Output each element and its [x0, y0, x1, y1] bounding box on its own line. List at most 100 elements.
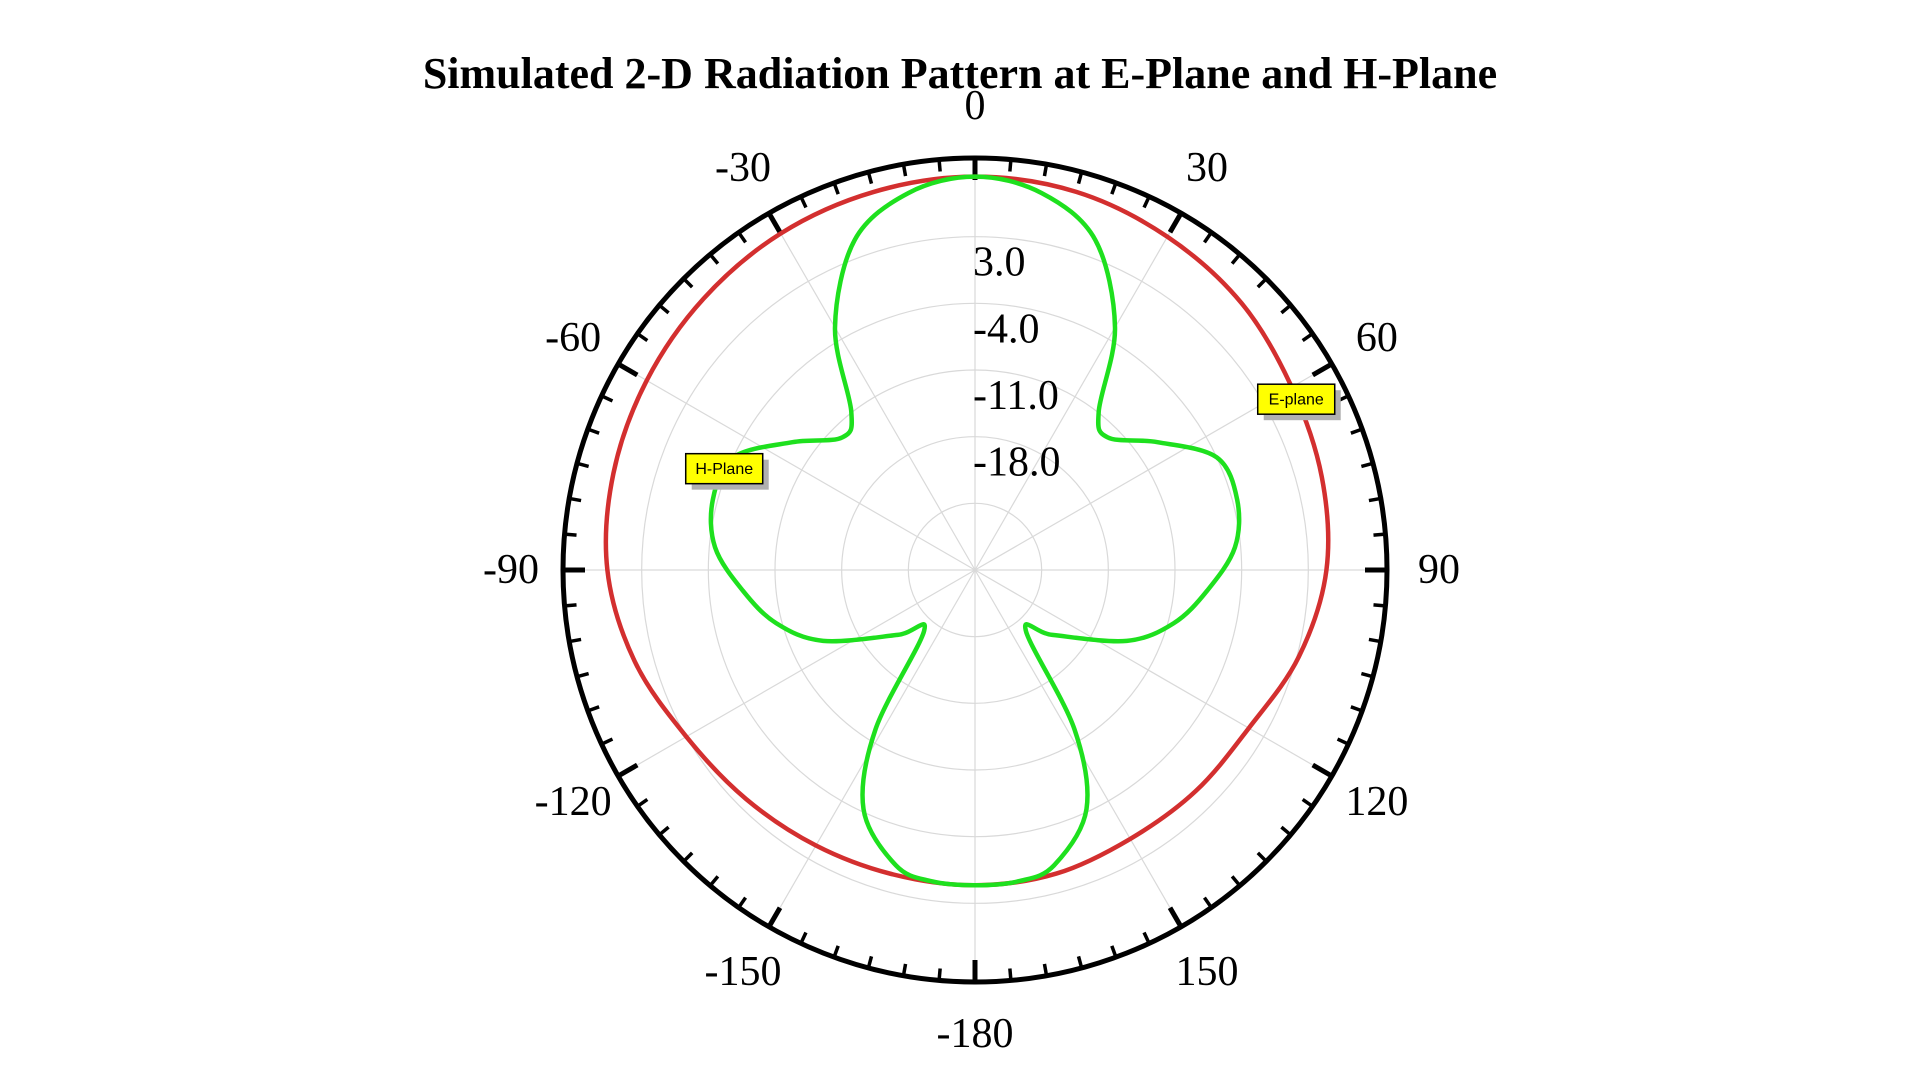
minor-tick — [1301, 797, 1314, 808]
tag-label: E-plane — [1269, 392, 1324, 409]
minor-tick — [1368, 496, 1382, 503]
series-line-e-plane — [603, 174, 1331, 888]
radial-tick-label: 3.0 — [973, 240, 1026, 286]
major-tick — [1311, 361, 1334, 378]
radial-tick-label: -11.0 — [973, 373, 1059, 419]
angle-label: 120 — [1345, 779, 1408, 825]
angle-label: 30 — [1186, 145, 1228, 191]
minor-tick — [1230, 875, 1242, 887]
minor-tick — [1350, 427, 1363, 435]
annotations: E-plane H-Plane — [684, 383, 1341, 490]
minor-tick — [576, 671, 590, 679]
minor-tick — [937, 159, 942, 172]
minor-tick — [568, 496, 582, 503]
minor-tick — [832, 182, 840, 195]
minor-tick — [1202, 231, 1213, 244]
minor-tick — [1142, 195, 1151, 209]
minor-tick — [799, 931, 808, 945]
minor-tick — [1230, 253, 1242, 265]
minor-tick — [1373, 603, 1386, 608]
minor-tick — [600, 394, 614, 403]
angle-label: 0 — [965, 83, 986, 129]
angle-label: 90 — [1418, 547, 1460, 593]
minor-tick — [587, 427, 600, 435]
series-tag: E-plane — [1256, 383, 1341, 421]
minor-tick — [1256, 277, 1268, 289]
grid-spoke — [974, 212, 1182, 571]
minor-tick — [866, 171, 874, 185]
chart-title: Simulated 2-D Radiation Pattern at E-Pla… — [422, 49, 1498, 98]
minor-tick — [1360, 671, 1374, 679]
angle-label: -30 — [715, 145, 771, 191]
minor-tick — [832, 945, 840, 958]
minor-tick — [799, 195, 808, 209]
major-tick — [1311, 762, 1334, 779]
grid-spoke — [617, 569, 976, 777]
minor-tick — [1360, 461, 1374, 469]
series-line-h-plane — [708, 174, 1242, 888]
angle-label: -180 — [937, 1011, 1014, 1057]
tag-box — [684, 452, 764, 485]
minor-tick — [937, 968, 942, 981]
minor-tick — [1280, 303, 1292, 315]
minor-tick — [1110, 182, 1118, 195]
minor-tick — [1301, 332, 1314, 343]
minor-tick — [568, 637, 582, 644]
minor-tick — [1008, 968, 1013, 981]
minor-tick — [587, 705, 600, 713]
minor-tick — [600, 737, 614, 746]
minor-tick — [1256, 851, 1268, 863]
minor-tick — [1042, 963, 1049, 977]
radial-tick-label: -4.0 — [973, 306, 1040, 352]
series-tag: H-Plane — [684, 452, 769, 490]
axis-labels: 0 30 60 90 120 150 -180 -150 -120 -90 -60 -30 -18.0 -… — [483, 83, 1460, 1057]
angle-label: 60 — [1356, 315, 1398, 361]
minor-tick — [658, 303, 670, 315]
minor-tick — [901, 963, 908, 977]
minor-tick — [1142, 931, 1151, 945]
grid-spoke — [617, 363, 976, 571]
grid-spoke — [974, 569, 1333, 777]
minor-tick — [901, 163, 908, 177]
minor-tick — [1110, 945, 1118, 958]
minor-tick — [636, 332, 649, 343]
minor-tick — [564, 603, 577, 608]
minor-tick — [1350, 705, 1363, 713]
major-tick — [616, 361, 639, 378]
major-tick — [766, 906, 783, 929]
tag-box — [1256, 383, 1336, 415]
minor-tick — [1008, 159, 1013, 172]
angle-label: -150 — [705, 949, 782, 995]
minor-tick — [708, 875, 720, 887]
angle-label: -120 — [535, 779, 612, 825]
minor-tick — [682, 851, 694, 863]
minor-tick — [1076, 171, 1084, 185]
minor-tick — [737, 231, 748, 244]
major-tick — [1167, 906, 1184, 929]
major-tick — [1167, 211, 1184, 234]
major-tick — [616, 762, 639, 779]
radial-tick-label: -18.0 — [973, 440, 1061, 486]
grid-spoke — [974, 569, 1182, 928]
minor-tick — [1202, 896, 1213, 909]
minor-tick — [1368, 637, 1382, 644]
minor-tick — [737, 896, 748, 909]
angle-label: 150 — [1176, 949, 1239, 995]
grid-spoke — [768, 212, 976, 571]
minor-tick — [564, 532, 577, 537]
tag-label: H-Plane — [695, 461, 753, 478]
angle-label: -90 — [483, 547, 539, 593]
minor-tick — [708, 253, 720, 265]
series-lines — [603, 174, 1331, 888]
minor-tick — [658, 825, 670, 837]
minor-tick — [866, 955, 874, 969]
minor-tick — [682, 277, 694, 289]
minor-tick — [1076, 955, 1084, 969]
minor-tick — [1336, 737, 1350, 746]
minor-tick — [576, 461, 590, 469]
minor-tick — [1042, 163, 1049, 177]
minor-tick — [636, 797, 649, 808]
minor-tick — [1280, 825, 1292, 837]
grid-spoke — [768, 569, 976, 928]
